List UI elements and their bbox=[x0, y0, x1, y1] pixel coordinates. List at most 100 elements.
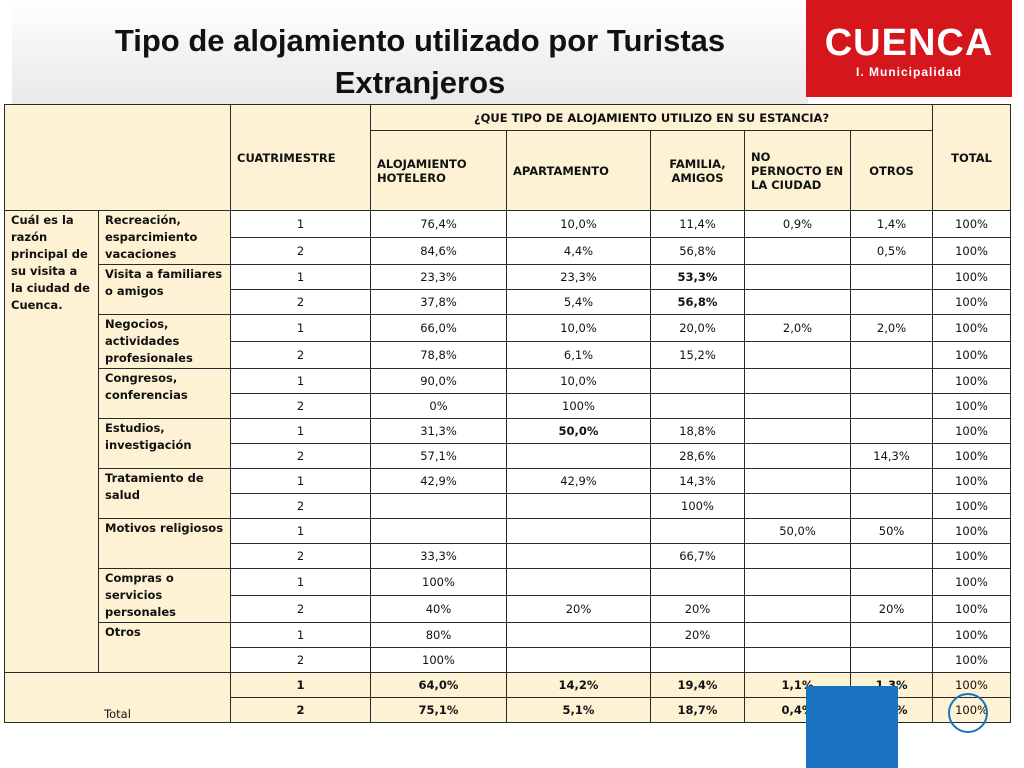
value-cell bbox=[506, 493, 651, 519]
cuatrimestre-cell: 2 bbox=[230, 289, 371, 315]
table-row: Cuál es la razón principal de su visita … bbox=[4, 210, 1012, 673]
value-cell bbox=[744, 595, 851, 623]
totals-label-cell: Total bbox=[4, 672, 231, 723]
value-cell: 0,9% bbox=[744, 210, 851, 238]
table-row: Congresos, conferencias 1 90,0% 10,0% 100% bbox=[5, 368, 1012, 419]
reason-label-cell: Negocios, actividades profesionales bbox=[98, 314, 231, 369]
table-row: 2 37,8% 5,4% 56,8% 100% bbox=[5, 289, 1012, 315]
corner-header-cell bbox=[4, 104, 231, 211]
value-cell: 10,0% bbox=[506, 314, 651, 342]
totals-value-cell: 18,7% bbox=[650, 697, 745, 723]
column-header: ALOJAMIENTO HOTELERO bbox=[370, 130, 507, 211]
table-row: Otros 1 80% 20% 100% bbox=[5, 622, 1012, 673]
table-row: Estudios, investigación 1 31,3% 50,0% 18,8% 1… bbox=[5, 418, 1012, 469]
cuatrimestre-cell: 1 bbox=[230, 314, 371, 342]
totals-row: Total 1 64,0% 14,2% 19,4% 1,1% 1,3% 100% bbox=[4, 672, 1012, 723]
value-cell: 0,5% bbox=[849, 237, 934, 265]
value-cell: 80% bbox=[370, 622, 507, 648]
row-question-cell: Cuál es la razón principal de su visita … bbox=[4, 210, 99, 673]
value-cell: 2,0% bbox=[849, 314, 934, 342]
value-cell: 20% bbox=[650, 622, 745, 648]
totals-value-cell: 64,0% bbox=[370, 672, 507, 698]
value-cell: 50% bbox=[849, 518, 934, 544]
row-total-cell: 100% bbox=[932, 314, 1012, 342]
value-cell: 100% bbox=[370, 568, 507, 596]
value-cell: 14,3% bbox=[849, 443, 934, 469]
row-total-cell: 100% bbox=[932, 622, 1012, 648]
value-cell bbox=[506, 622, 651, 648]
value-cell: 10,0% bbox=[506, 368, 651, 394]
value-cell: 28,6% bbox=[650, 443, 745, 469]
cuatrimestre-header: CUATRIMESTRE bbox=[230, 104, 371, 211]
total-header: TOTAL bbox=[932, 104, 1012, 211]
value-cell: 18,8% bbox=[650, 418, 745, 444]
table-row: 2 84,6% 4,4% 56,8% 0,5% 100% bbox=[5, 237, 1012, 265]
row-total-cell: 100% bbox=[932, 443, 1012, 469]
value-cell bbox=[744, 622, 851, 648]
value-cell bbox=[849, 622, 934, 648]
totals-cuatrimestre-cell: 1 bbox=[230, 672, 371, 698]
logo-wordmark: CUENCA bbox=[824, 22, 994, 64]
table-row: 2 100% 100% bbox=[5, 493, 1012, 519]
value-cell: 42,9% bbox=[506, 468, 651, 494]
value-cell: 14,3% bbox=[650, 468, 745, 494]
value-cell: 20% bbox=[506, 595, 651, 623]
row-total-cell: 100% bbox=[932, 468, 1012, 494]
totals-value-cell: 1,1% bbox=[744, 672, 851, 698]
value-cell: 37,8% bbox=[370, 289, 507, 315]
column-header: OTROS bbox=[849, 130, 934, 211]
value-cell bbox=[744, 418, 851, 444]
sub-header-row: ALOJAMIENTO HOTELERO APARTAMENTO FAMILIA, … bbox=[5, 130, 1011, 211]
value-cell: 42,9% bbox=[370, 468, 507, 494]
value-cell bbox=[744, 264, 851, 290]
value-cell: 100% bbox=[370, 647, 507, 673]
value-cell bbox=[744, 568, 851, 596]
totals-value-cell: 14,2% bbox=[506, 672, 651, 698]
value-cell bbox=[650, 393, 745, 419]
totals-cuatrimestre-cell: 2 bbox=[230, 697, 371, 723]
table-row: Compras o servicios personales 1 100% 100% bbox=[5, 568, 1012, 623]
value-cell bbox=[849, 468, 934, 494]
table-row: 2 0% 100% 100% bbox=[5, 393, 1012, 419]
slide-title: Tipo de alojamiento utilizado por Turist… bbox=[114, 23, 726, 100]
value-cell: 40% bbox=[370, 595, 507, 623]
value-cell: 23,3% bbox=[506, 264, 651, 290]
totals-value-cell: 19,4% bbox=[650, 672, 745, 698]
row-total-cell: 100% bbox=[932, 210, 1012, 238]
decorative-circle bbox=[948, 693, 988, 733]
row-total-cell: 100% bbox=[932, 368, 1012, 394]
decorative-blue-box bbox=[806, 686, 898, 768]
table-row: 2 40% 20% 20% 20% 100% bbox=[5, 595, 1012, 623]
value-cell bbox=[506, 443, 651, 469]
cuatrimestre-cell: 1 bbox=[230, 468, 371, 494]
value-cell: 2,0% bbox=[744, 314, 851, 342]
value-cell bbox=[506, 518, 651, 544]
value-cell: 76,4% bbox=[370, 210, 507, 238]
value-cell bbox=[849, 418, 934, 444]
question-header: ¿QUE TIPO DE ALOJAMIENTO UTILIZO EN SU E… bbox=[369, 104, 934, 131]
value-cell bbox=[744, 289, 851, 315]
value-cell bbox=[744, 543, 851, 569]
totals-total-cell: 100% bbox=[932, 672, 1012, 698]
value-cell bbox=[370, 493, 507, 519]
table-row: 2 33,3% 66,7% 100% bbox=[5, 543, 1012, 569]
row-total-cell: 100% bbox=[932, 418, 1012, 444]
value-cell bbox=[744, 341, 851, 369]
value-cell bbox=[849, 647, 934, 673]
row-total-cell: 100% bbox=[932, 595, 1012, 623]
value-cell bbox=[506, 647, 651, 673]
value-cell bbox=[506, 543, 651, 569]
value-cell bbox=[849, 493, 934, 519]
value-cell: 15,2% bbox=[650, 341, 745, 369]
value-cell bbox=[849, 393, 934, 419]
value-cell: 56,8% bbox=[650, 289, 745, 315]
row-total-cell: 100% bbox=[932, 264, 1012, 290]
cuatrimestre-cell: 2 bbox=[230, 393, 371, 419]
reason-label-cell: Otros bbox=[98, 622, 231, 673]
table-row: Motivos religiosos 1 50,0% 50% 100% bbox=[5, 518, 1012, 569]
value-cell: 100% bbox=[650, 493, 745, 519]
value-cell: 20% bbox=[650, 595, 745, 623]
value-cell: 31,3% bbox=[370, 418, 507, 444]
row-total-cell: 100% bbox=[932, 237, 1012, 265]
value-cell: 50,0% bbox=[506, 418, 651, 444]
